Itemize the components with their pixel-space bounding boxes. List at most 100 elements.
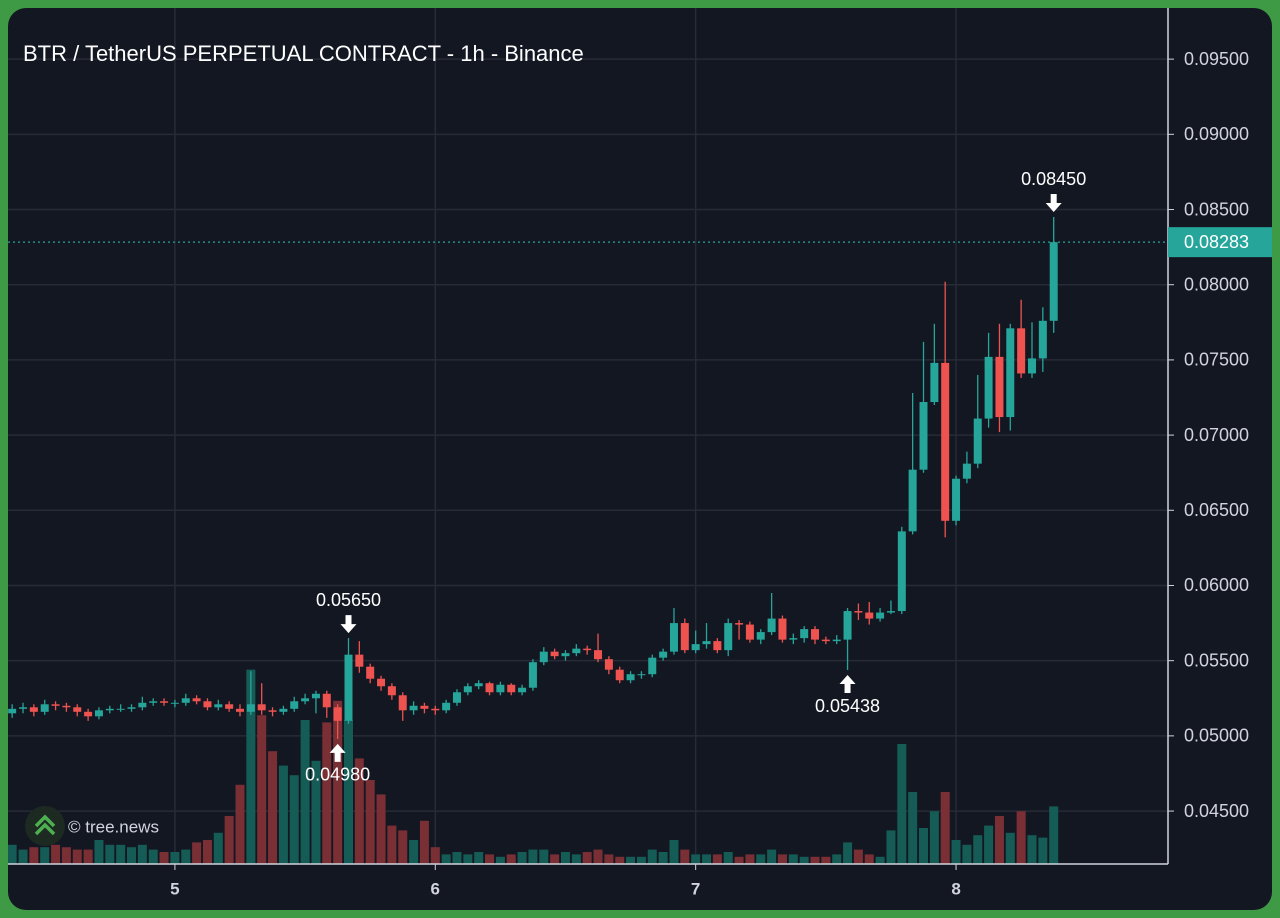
candle-body bbox=[203, 701, 212, 708]
volume-bar bbox=[756, 854, 766, 864]
volume-bar bbox=[680, 849, 690, 864]
volume-bar bbox=[810, 856, 820, 864]
volume-bar bbox=[105, 844, 115, 864]
candle-body bbox=[377, 678, 386, 687]
candle-body bbox=[387, 686, 396, 696]
candle-body bbox=[811, 629, 820, 640]
candle-body bbox=[355, 654, 364, 667]
volume-bar bbox=[159, 852, 169, 864]
candle-body bbox=[366, 666, 375, 679]
candle-body bbox=[73, 707, 82, 712]
volume-bar bbox=[257, 715, 267, 864]
candle-body bbox=[8, 708, 17, 714]
volume-bar bbox=[235, 784, 245, 864]
candle-body bbox=[604, 659, 613, 670]
y-tick-label: 0.07000 bbox=[1184, 425, 1249, 445]
annotation-arrow bbox=[329, 743, 346, 762]
volume-bar bbox=[528, 849, 538, 864]
volume-bar bbox=[495, 856, 505, 864]
candle-body bbox=[236, 708, 244, 712]
candle-body bbox=[40, 704, 49, 712]
annotation-label: 0.05650 bbox=[316, 590, 381, 610]
candle-body bbox=[333, 707, 342, 721]
candle-body bbox=[550, 651, 559, 657]
volume-bar bbox=[387, 825, 397, 864]
volume-bar bbox=[843, 842, 853, 864]
watermark: © tree.news bbox=[25, 806, 159, 846]
candle-body bbox=[832, 639, 841, 642]
volume-bar bbox=[832, 854, 842, 864]
annotation-arrow bbox=[340, 615, 357, 634]
y-tick-label: 0.08500 bbox=[1184, 199, 1249, 219]
volume-bar bbox=[1038, 837, 1048, 864]
chart: BTR / TetherUS PERPETUAL CONTRACT - 1h -… bbox=[8, 8, 1272, 898]
candle-body bbox=[246, 704, 255, 712]
y-tick-label: 0.04500 bbox=[1184, 801, 1249, 821]
candle-body bbox=[1028, 358, 1037, 374]
candle-body bbox=[908, 469, 917, 532]
candle-body bbox=[984, 356, 993, 419]
candle-body bbox=[442, 702, 451, 711]
volume-bar bbox=[777, 854, 787, 864]
volume-bar bbox=[333, 700, 343, 864]
volume-bar bbox=[615, 856, 625, 864]
volume-bar bbox=[799, 856, 809, 864]
volume-bar bbox=[1027, 835, 1037, 864]
volume-bar bbox=[593, 849, 603, 864]
candle-body bbox=[843, 611, 852, 640]
volume-bar bbox=[148, 849, 158, 864]
volume-bar bbox=[886, 830, 896, 864]
volume-bar bbox=[278, 765, 288, 864]
volume-bar bbox=[322, 722, 332, 864]
volume-bar bbox=[702, 854, 712, 864]
volume-bar bbox=[788, 854, 798, 864]
y-tick-label: 0.06500 bbox=[1184, 500, 1249, 520]
candle-body bbox=[463, 686, 472, 693]
volume-bar bbox=[560, 852, 570, 864]
y-tick-label: 0.06000 bbox=[1184, 575, 1249, 595]
volume-bar bbox=[658, 852, 668, 864]
candle-body bbox=[160, 701, 169, 703]
candle-body bbox=[344, 654, 353, 721]
volume-bar bbox=[126, 847, 136, 864]
volume-bar bbox=[409, 840, 419, 864]
volume-bar bbox=[192, 842, 202, 864]
volume-bar bbox=[485, 854, 495, 864]
x-tick-label: 7 bbox=[691, 879, 700, 898]
volume-bar bbox=[908, 792, 918, 864]
volume-bar bbox=[897, 744, 907, 864]
candle-layer bbox=[8, 217, 1058, 739]
volume-bar bbox=[929, 811, 939, 864]
volume-bar bbox=[61, 847, 71, 864]
candle-body bbox=[214, 704, 223, 708]
candle-body bbox=[594, 650, 603, 660]
annotation-label: 0.05438 bbox=[815, 696, 880, 716]
candle-body bbox=[518, 687, 527, 693]
volume-bar bbox=[376, 794, 386, 864]
volume-bar bbox=[1049, 806, 1059, 864]
volume-bar bbox=[452, 852, 462, 864]
volume-bar bbox=[83, 849, 93, 864]
candle-body bbox=[756, 632, 765, 640]
volume-bar bbox=[398, 830, 408, 864]
candle-body bbox=[952, 478, 961, 521]
volume-bar bbox=[94, 840, 104, 864]
volume-bar bbox=[40, 847, 50, 864]
candle-body bbox=[789, 638, 798, 640]
candle-body bbox=[973, 418, 982, 464]
candle-body bbox=[257, 704, 266, 711]
candle-body bbox=[800, 629, 809, 639]
candle-body bbox=[1038, 320, 1047, 359]
candle-body bbox=[225, 704, 234, 709]
x-tick-label: 6 bbox=[431, 879, 440, 898]
candle-body bbox=[485, 683, 494, 693]
volume-bar bbox=[474, 852, 484, 864]
candle-body bbox=[51, 704, 60, 706]
x-tick-label: 8 bbox=[951, 879, 960, 898]
volume-bar bbox=[18, 849, 28, 864]
candle-body bbox=[301, 698, 310, 702]
volume-bar bbox=[289, 775, 299, 864]
candle-body bbox=[539, 651, 548, 663]
volume-bar bbox=[604, 854, 614, 864]
watermark-text: © tree.news bbox=[68, 817, 159, 836]
